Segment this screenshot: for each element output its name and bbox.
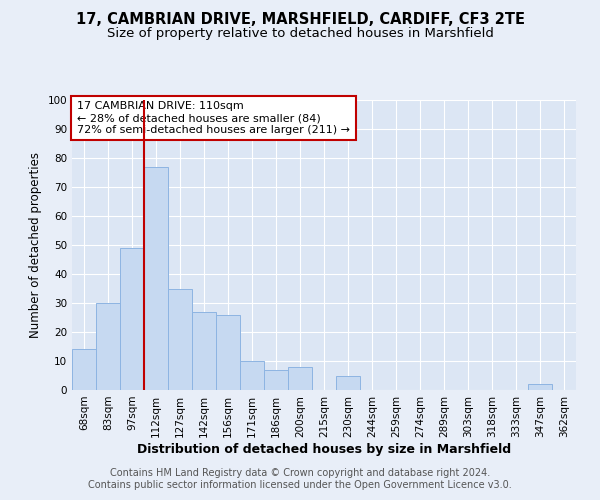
Bar (240, 361, 264, 390)
Bar (168, 288, 192, 390)
X-axis label: Distribution of detached houses by size in Marshfield: Distribution of detached houses by size … (137, 442, 511, 456)
Bar (288, 367, 312, 390)
Bar (528, 384, 552, 390)
Text: 17 CAMBRIAN DRIVE: 110sqm
← 28% of detached houses are smaller (84)
72% of semi-: 17 CAMBRIAN DRIVE: 110sqm ← 28% of detac… (77, 102, 350, 134)
Bar (192, 312, 216, 390)
Bar (264, 370, 288, 390)
Y-axis label: Number of detached properties: Number of detached properties (29, 152, 42, 338)
Bar (144, 166, 168, 390)
Bar (216, 314, 240, 390)
Bar (120, 248, 144, 390)
Bar (96, 303, 120, 390)
Text: 17, CAMBRIAN DRIVE, MARSHFIELD, CARDIFF, CF3 2TE: 17, CAMBRIAN DRIVE, MARSHFIELD, CARDIFF,… (76, 12, 524, 28)
Text: Size of property relative to detached houses in Marshfield: Size of property relative to detached ho… (107, 28, 493, 40)
Bar (336, 376, 360, 390)
Text: Contains HM Land Registry data © Crown copyright and database right 2024.
Contai: Contains HM Land Registry data © Crown c… (88, 468, 512, 490)
Bar (72, 350, 96, 390)
